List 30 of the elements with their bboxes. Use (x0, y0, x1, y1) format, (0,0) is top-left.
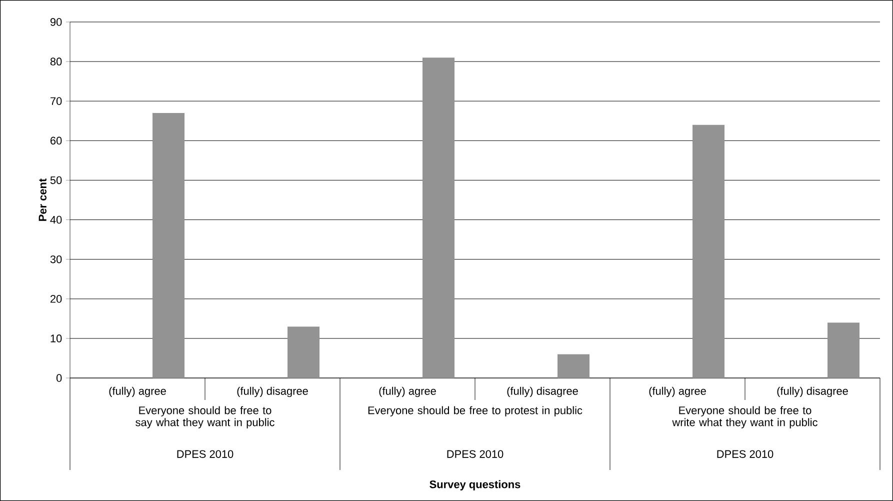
text: DPES 2010 (177, 450, 234, 458)
x-tick-label: (fully) agree (379, 386, 436, 398)
x-tick-label: (fully) disagree (507, 386, 578, 398)
text: Everyone should be free to protest in public (368, 406, 582, 416)
text: DPES 2010 (717, 450, 774, 458)
y-tick-label: 0 (56, 374, 62, 382)
x-tick-label: (fully) disagree (777, 386, 848, 398)
y-tick-label: 90 (50, 18, 62, 26)
y-axis-title: Per cent (38, 178, 46, 221)
bar (152, 112, 185, 378)
x-tick-label: (fully) disagree (237, 386, 308, 398)
y-tick-label: 70 (50, 97, 62, 105)
text: Survey questions (430, 480, 520, 490)
x-tick-label: (fully) agree (109, 386, 166, 398)
bar (828, 322, 860, 378)
y-tick-label: 10 (50, 334, 62, 342)
y-tick-label: 30 (50, 255, 62, 264)
y-tick-label: 60 (50, 136, 62, 145)
bar (422, 58, 455, 378)
x-tick-label: (fully) agree (649, 386, 706, 398)
y-tick-label: 50 (50, 176, 62, 184)
y-tick-label: 40 (50, 216, 62, 224)
bar (558, 354, 590, 378)
bar (692, 124, 725, 378)
y-tick-label: 20 (50, 295, 62, 303)
text: Everyone should be free to say what they want in public (136, 406, 274, 428)
y-tick-label: 80 (50, 58, 62, 66)
text: Everyone should be free to write what they want in public (672, 406, 818, 428)
bar (288, 326, 320, 378)
text: DPES 2010 (447, 450, 504, 458)
